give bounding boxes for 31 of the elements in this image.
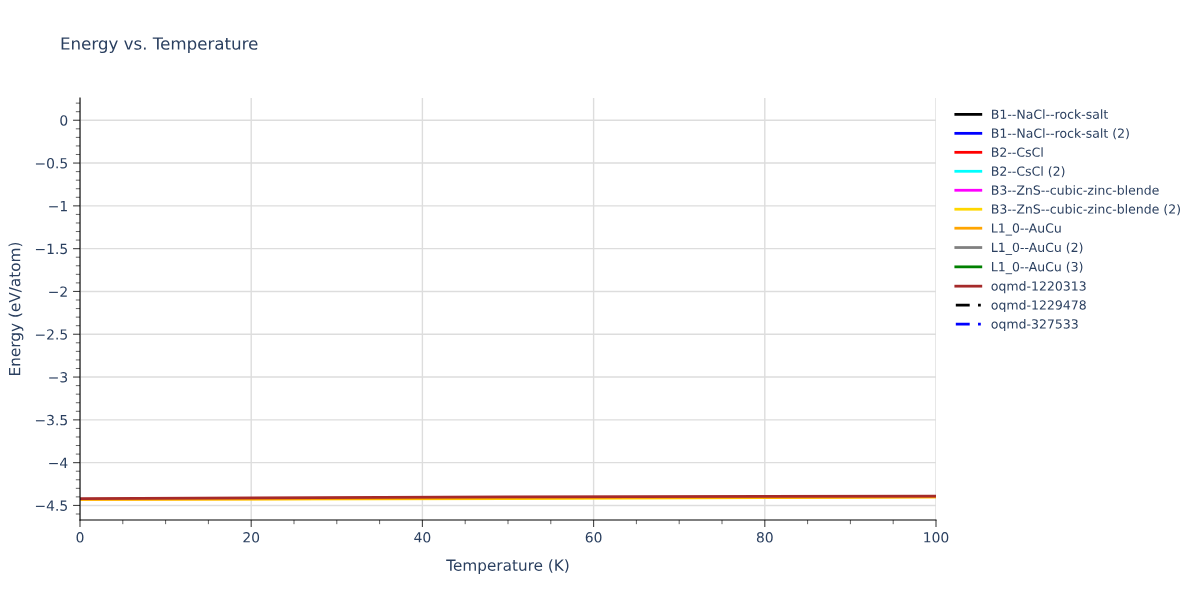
x-tick-label: 60 (585, 532, 602, 543)
y-tick-label: −3 (49, 372, 68, 383)
legend-label: B1--NaCl--rock-salt (992, 109, 1108, 119)
x-tick-label: 20 (243, 532, 260, 543)
x-tick-label: 100 (924, 532, 949, 543)
legend-label: B2--CsCl (2) (992, 166, 1065, 178)
legend-label: L1_0--AuCu (992, 223, 1061, 236)
y-tick-label: −3.5 (35, 414, 67, 426)
legend-label: B2--CsCl (992, 147, 1043, 157)
x-tick-label: 80 (756, 532, 773, 543)
legend-label: B1--NaCl--rock-salt (2) (992, 128, 1129, 140)
x-axis-title: Temperature (K) (446, 559, 569, 574)
y-tick-label: −4.5 (35, 500, 67, 511)
y-tick-label: −0.5 (35, 158, 67, 169)
y-tick-label: −1 (49, 201, 67, 212)
legend-label: B3--ZnS--cubic-zinc-blende (2) (992, 204, 1180, 216)
y-tick-label: 0 (60, 115, 68, 126)
legend-label: oqmd-1229478 (991, 300, 1086, 313)
legend-label: oqmd-327533 (991, 318, 1078, 332)
x-tick-label: 0 (76, 532, 84, 543)
x-tick-label: 40 (414, 532, 431, 543)
y-tick-label: −2 (49, 286, 67, 297)
y-tick-label: −1.5 (35, 243, 67, 255)
legend-label: L1_0--AuCu (3) (992, 261, 1083, 275)
y-tick-label: −4 (49, 457, 68, 468)
legend-label: oqmd-1220313 (991, 281, 1086, 294)
y-tick-label: −2.5 (35, 329, 67, 340)
legend-label: B3--ZnS--cubic-zinc-blende (992, 185, 1159, 195)
y-axis-title: Energy (eV/atom) (8, 242, 24, 375)
legend-label: L1_0--AuCu (2) (992, 242, 1083, 255)
chart-title: Energy vs. Temperature (61, 37, 258, 54)
